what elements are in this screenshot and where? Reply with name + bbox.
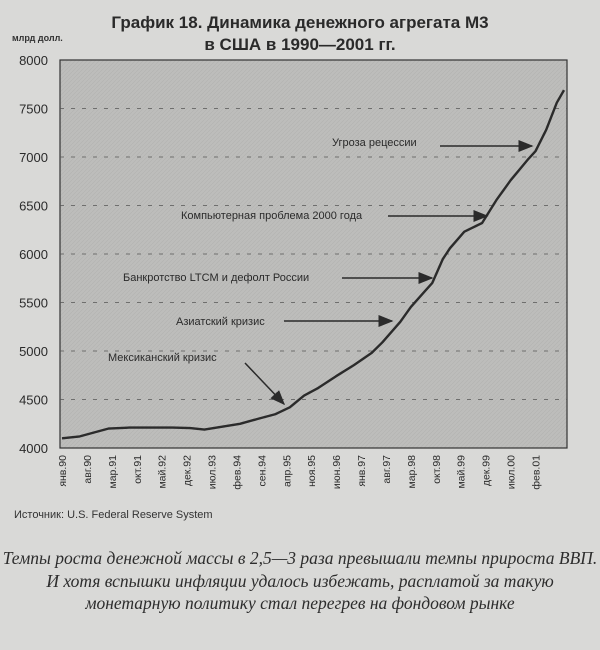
y-tick-label: 5500 — [19, 296, 48, 311]
x-tick-label: сен.94 — [256, 455, 268, 487]
y-tick-label: 6000 — [19, 247, 48, 262]
figure-caption: Темпы роста денежной массы в 2,5—3 раза … — [2, 548, 598, 613]
x-tick-label: ноя.95 — [306, 455, 318, 487]
x-tick-label: июл.00 — [506, 455, 518, 489]
x-tick-label: авг.97 — [381, 455, 393, 484]
x-tick-label: фев.01 — [530, 455, 542, 490]
x-tick-label: дек.99 — [481, 455, 493, 486]
x-tick-label: авг.90 — [82, 455, 94, 484]
y-axis-label: млрд долл. — [12, 33, 63, 43]
x-tick-label: дек.92 — [182, 455, 194, 486]
annotation-arrow — [244, 362, 286, 406]
x-tick-label: янв.97 — [356, 455, 368, 487]
chart-subtitle: в США в 1990—2001 гг. — [204, 35, 396, 54]
annotation-label: Компьютерная проблема 2000 года — [181, 210, 363, 222]
source-note: Источник: U.S. Federal Reserve System — [14, 509, 213, 521]
x-tick-label: янв.90 — [57, 455, 69, 487]
y-tick-label: 7500 — [19, 102, 48, 117]
x-tick-label: апр.95 — [281, 455, 293, 487]
x-tick-label: мар.98 — [406, 455, 418, 489]
x-tick-label: май.92 — [157, 455, 169, 489]
annotation-label: Азиатский кризис — [176, 316, 265, 328]
x-tick-label: фев.94 — [231, 455, 243, 490]
x-tick-label: окт.98 — [431, 455, 443, 484]
y-tick-label: 8000 — [19, 53, 48, 68]
annotation-label: Банкротство LTCM и дефолт России — [123, 272, 309, 284]
x-tick-label: мар.91 — [107, 455, 119, 489]
y-tick-label: 4000 — [19, 441, 48, 456]
y-tick-label: 5000 — [19, 344, 48, 359]
y-tick-label: 6500 — [19, 199, 48, 214]
x-tick-label: июн.96 — [331, 455, 343, 489]
annotation-label: Мексиканский кризис — [108, 352, 217, 364]
x-tick-label: июл.93 — [207, 455, 219, 489]
y-tick-label: 7000 — [19, 150, 48, 165]
chart-title: График 18. Динамика денежного агрегата М… — [111, 13, 489, 32]
x-tick-label: май.99 — [456, 455, 468, 489]
x-tick-label: окт.91 — [132, 455, 144, 484]
m3-series-line — [61, 89, 566, 440]
annotation-label: Угроза рецессии — [332, 137, 417, 149]
y-tick-label: 4500 — [19, 393, 48, 408]
